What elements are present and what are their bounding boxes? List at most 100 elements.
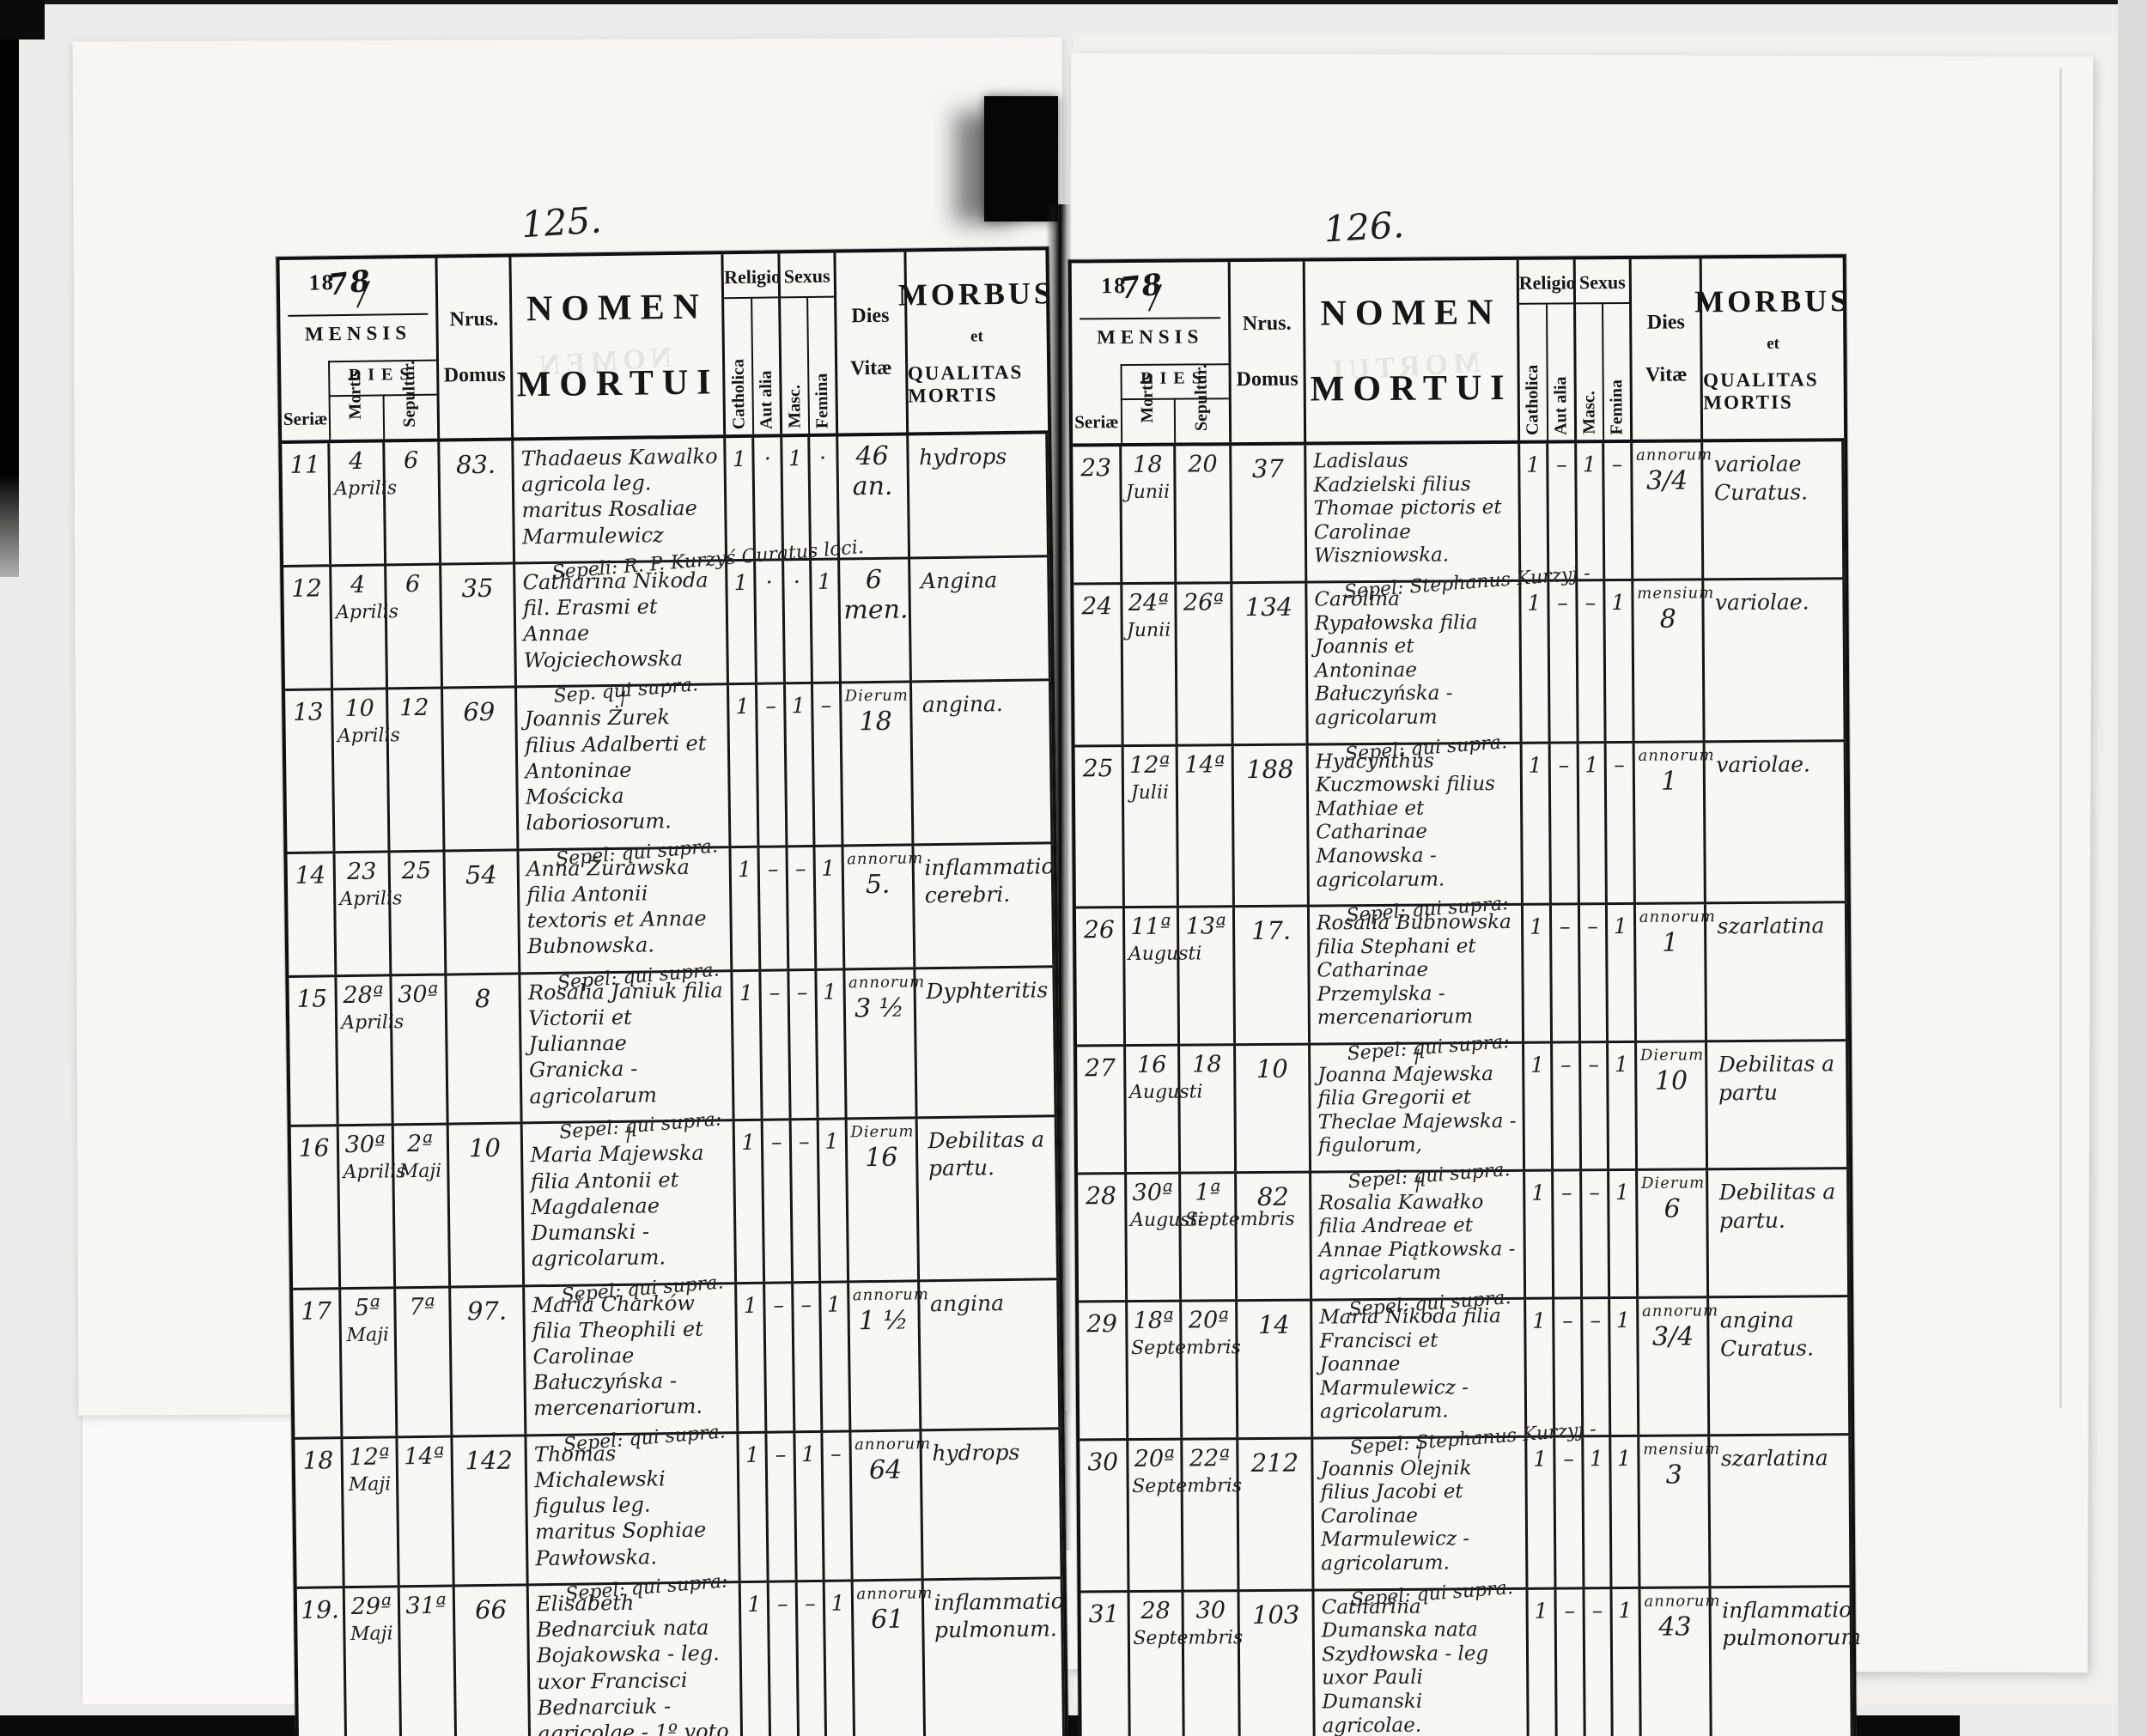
entry-mortis-day: 12ª Julii [1123,746,1180,907]
entry-mortis-month: Julii [1130,781,1170,804]
scanner-edge-right [2118,0,2147,1736]
entry-mortis-day: 12ª Maji [343,1438,400,1587]
entry-mark-masc: 1 [782,436,812,559]
entry-house-number: 35 [441,564,518,687]
header-vitae-word: Vitæ [849,356,892,380]
entry-dies-vitae: 6 men. [839,559,912,682]
entry-mark-catholica: 1 [1524,1043,1554,1169]
entry-name: Maria Nikoda filia Francisci et Joannae … [1312,1299,1528,1437]
header-femina: Femina [812,373,832,428]
header-catholica: Catholica [728,358,749,430]
subcol-masc: Masc. [1576,304,1605,440]
entry-mortis-month: Septembris [1130,1337,1241,1360]
entry-name-text: Carolina Rypałowska filia Joannis et Ant… [1314,587,1478,730]
entry-sepult-day: 6 [386,565,443,688]
entry-mark-aut-alia: – [1553,1043,1583,1169]
entry-mark-masc: – [1584,1588,1614,1736]
entry-mortis-month: Septembris [1133,1626,1244,1649]
entry-dies-vitae: Dierum 10 [1636,1042,1709,1168]
entry-dies-vitae: annorum 61 [853,1581,934,1736]
entry-vitae-unit: annorum [852,1284,930,1304]
page-number: 125. [520,198,603,246]
entry-vitae-value: 10 [1654,1065,1688,1096]
entry-mark-catholica: 1 [1525,1299,1556,1436]
entry-name: † Maria Majewska filia Antonii et Magdale… [522,1120,738,1284]
entry-name-text: Maria Majewska filia Antonii et Magdalen… [530,1140,704,1272]
entry-mortis-day: 10 Aprilis [333,689,400,851]
entry-mark-masc: 1 [1577,443,1605,580]
entry-house-number: 8 [447,974,523,1123]
scanner-edge-left [0,0,19,577]
entry-seria: 19. [296,1588,348,1736]
entry-mark-femina: 1 [1609,1170,1639,1297]
header-mensis: MENSIS [304,322,412,345]
entry-name: Thomas Michalewski figulus leg. maritus … [526,1433,741,1584]
header-domus-label: Domus [1236,367,1299,392]
entry-vitae-unit: annorum [1639,907,1716,926]
entry-house-number: 83. [439,440,516,563]
entry-vitae-value: 16 [864,1142,898,1173]
entry-mark-femina: – [1603,442,1634,580]
entry-mark-femina: 1 [816,970,848,1118]
entry-name-text: Joanna Majewska filia Gregorii et Thecla… [1317,1062,1517,1157]
table-rows: 23 18 Junii 20 37 Ladislaus Kadzielski filius… [1073,441,1861,1736]
entry-name: Maria Charków filia Theophili et Carolin… [525,1284,739,1435]
entry-vitae-value: 1 [1662,927,1679,958]
entry-mortis-month: Augusti [1129,1209,1204,1232]
subcol-femina: Femina [1603,304,1630,440]
header-sexus-label: Sexus [780,252,834,299]
entry-sepult-day: 22ª [1183,1440,1240,1590]
entry-name-text: Rosalia Janiuk filia Victorii et Juliann… [527,977,723,1108]
entry-house-number: 82 [1237,1173,1313,1300]
header-catholica: Catholica [1523,364,1542,435]
entry-mark-catholica: 1 [1527,1437,1557,1587]
header-aut-alia: Aut alia [756,370,776,429]
register-entry-row: 29 18ª Septembris 20ª 14 Maria Nikoda filia F… [1079,1297,1852,1459]
entry-mark-masc: · [784,560,813,683]
entry-mark-masc: – [794,1283,823,1430]
entry-mark-femina: 1 [818,1120,849,1281]
entry-vitae-value: 1 [1660,766,1678,797]
entry-vitae-unit: Dierum [844,686,909,706]
header-sexus-label: Sexus [1575,258,1629,305]
entry-name-text: Thadaeus Kawalko agricola leg. maritus R… [520,444,718,549]
entry-mark-aut-alia: – [761,970,792,1119]
entry-house-number: 10 [1236,1045,1312,1172]
entry-morbus: angina Curatus. [1709,1297,1852,1435]
entry-dies-vitae: mensium 3 [1639,1436,1720,1587]
entry-name-text: Hyacynthus Kuczmowski filius Mathiae et … [1315,750,1496,892]
entry-mark-masc: – [798,1581,828,1736]
entry-mark-aut-alia: – [763,1120,794,1282]
entry-mark-masc: 1 [795,1432,825,1581]
entry-mortis-day: 11ª Augusti [1124,907,1201,1045]
entry-name: Carolina Rypałowska filia Joannis et Ant… [1307,581,1523,744]
entry-seria: 28 [1078,1175,1128,1301]
entry-name-text: Thomas Michalewski figulus leg. maritus … [533,1441,707,1570]
entry-sepult-day: 30ª [391,975,449,1124]
register-entry-row: 17 5ª Maji 7ª 97. Maria Charków filia Theophi… [293,1279,1061,1456]
entry-name-text: Anna Żurawska filia Antonii textoris et … [526,854,707,959]
entry-seria: 31 [1080,1592,1131,1736]
subcol-aut-alia: Aut alia [1548,304,1575,440]
entry-morbus: inflammatio pulmonorum [1711,1587,1861,1736]
header-mensis: MENSIS [1097,325,1204,349]
entry-sepult-day: 31ª [399,1587,458,1736]
entry-sepult-day: 12 [387,689,446,851]
header-femina: Femina [1607,379,1627,435]
entry-mark-masc: – [791,1120,821,1281]
entry-morbus: Dyphteritis [915,967,1057,1117]
register-entry-row: 15 28ª Aprilis 30ª 8 Rosalia Janiuk filia Vic… [289,967,1057,1144]
sexus-subcolumns: Masc. Femina [781,297,835,434]
entry-vitae-value: 64 [868,1454,903,1485]
entry-morbus: szarlatina [1706,903,1848,1041]
entry-vitae-value: 8 [1659,604,1676,634]
entry-mortis-day: 23 Aprilis [335,853,402,974]
entry-vitae-unit: annorum [856,1584,934,1604]
religio-subcolumns: Catholica Aut alia [724,298,780,435]
entry-sepult-day: 25 [390,852,447,974]
entry-seria: 27 [1077,1047,1127,1173]
entry-morbus: Debilitas a partu. [1708,1169,1850,1296]
entry-house-number: 14 [1238,1301,1314,1438]
entry-sepult-day: 1ª Septembris [1181,1174,1295,1300]
entry-morbus: szarlatina [1710,1436,1852,1586]
